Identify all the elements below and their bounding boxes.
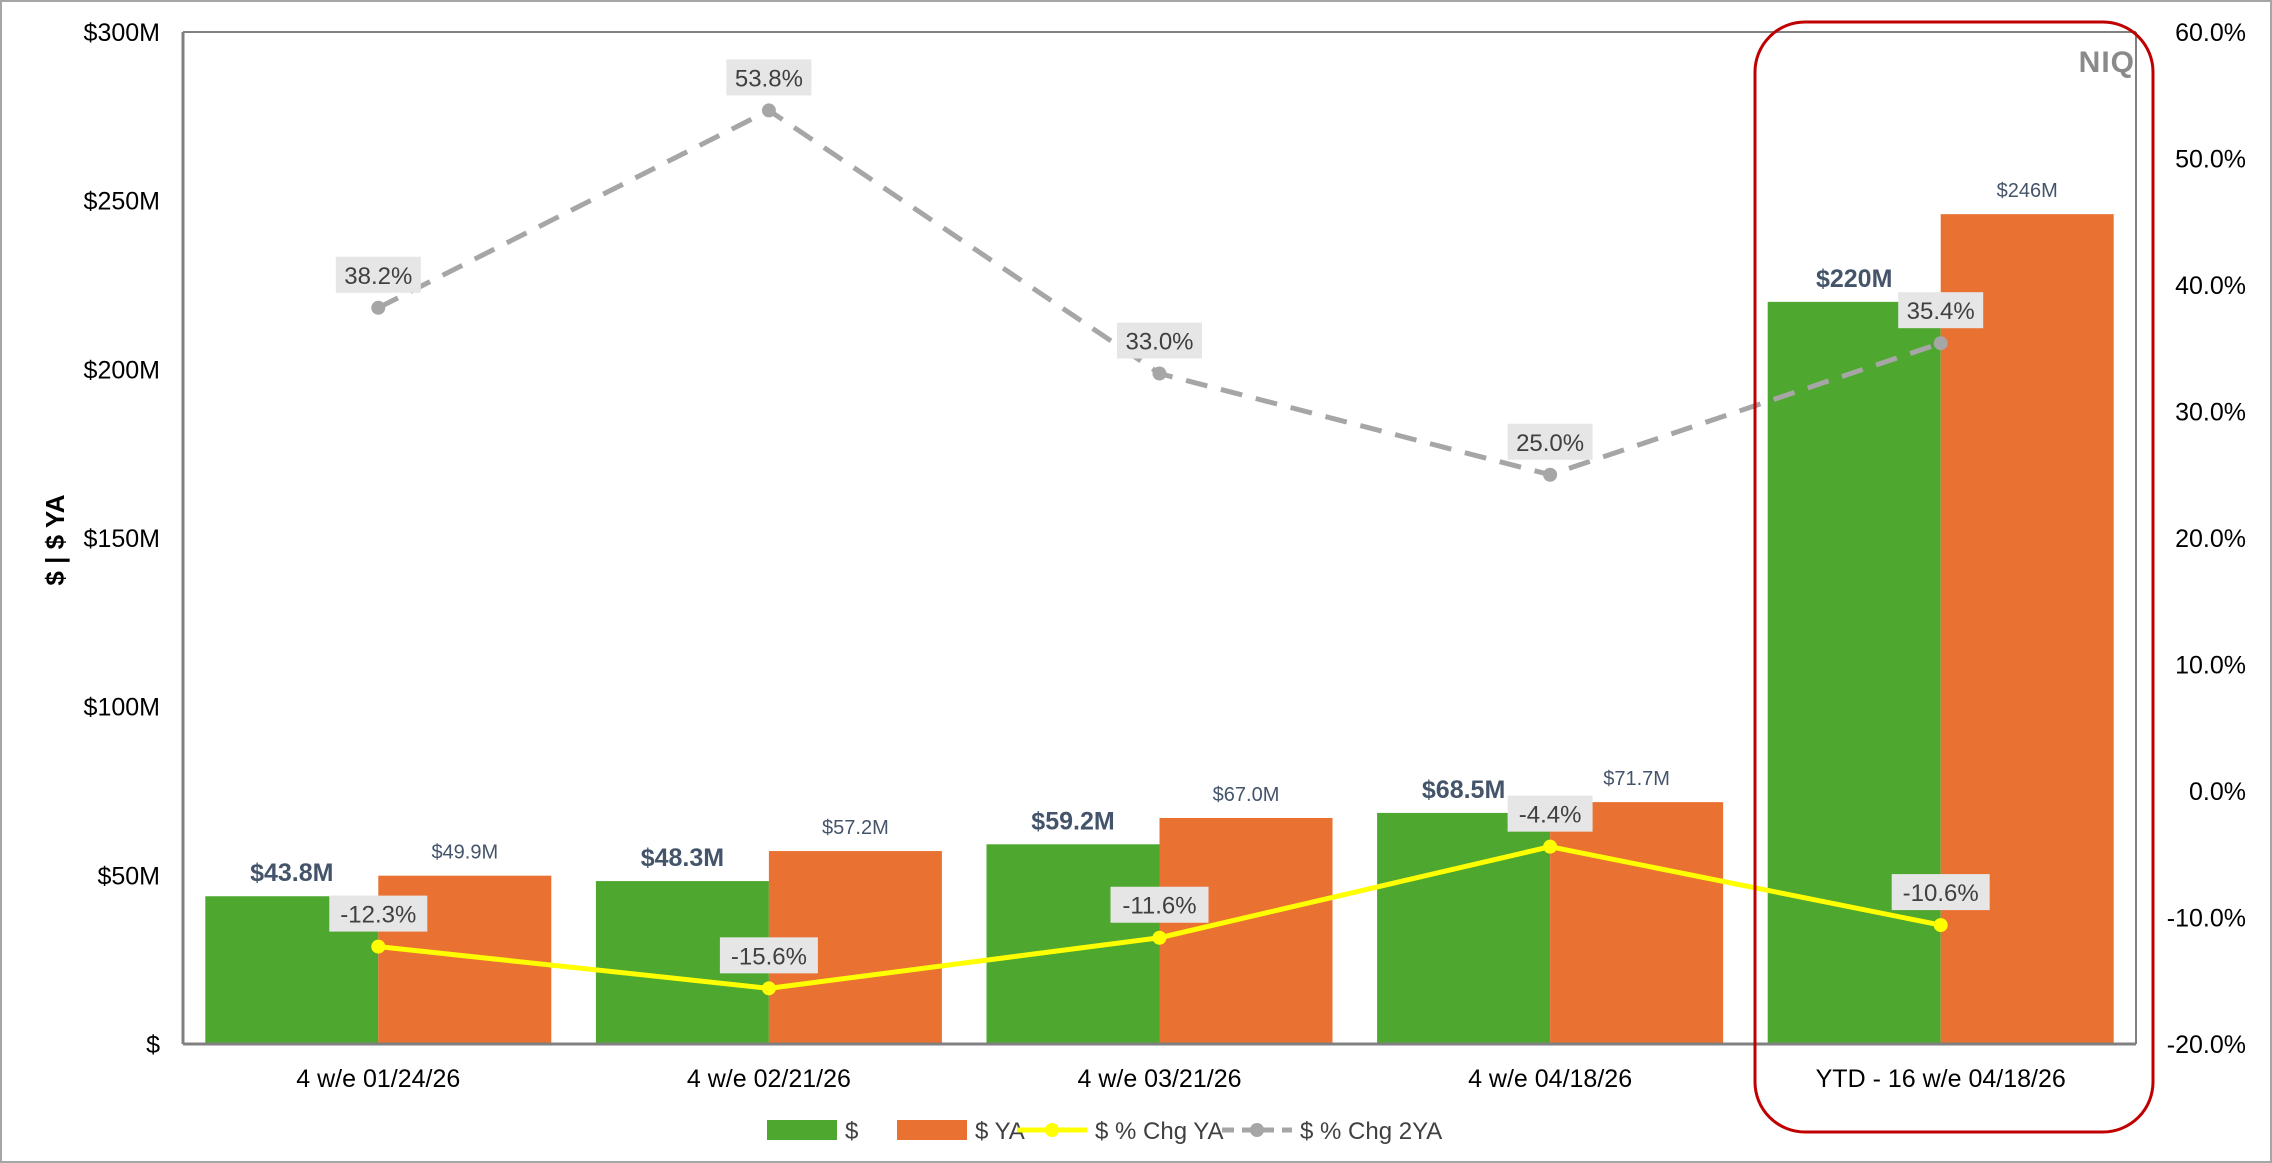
left-axis-ticks: $ $50M $100M $150M $200M $250M $300M <box>84 19 161 1059</box>
legend-swatch <box>767 1120 837 1140</box>
left-axis-tick-label: $150M <box>84 525 160 553</box>
category-label: 4 w/e 04/18/26 <box>1468 1065 1632 1093</box>
right-axis-tick-label: 20.0% <box>2175 525 2246 553</box>
niq-logo: NIQ <box>2079 46 2135 79</box>
data-label-background <box>719 937 818 974</box>
data-label-text: -15.6% <box>731 943 807 970</box>
pct-chg-ya-label: -11.6% <box>1110 886 1209 923</box>
data-label-text: 35.4% <box>1907 298 1975 325</box>
right-axis-tick-label: -20.0% <box>2167 1031 2246 1059</box>
bar-dollars-value-label: $43.8M <box>250 859 333 887</box>
pct-chg-ya-label: -4.4% <box>1507 795 1593 832</box>
legend-label: $ <box>845 1118 858 1145</box>
data-label-text: -11.6% <box>1122 893 1196 920</box>
point-pct-chg-ya <box>1152 930 1167 945</box>
ytd-highlight-box <box>1753 20 2155 1134</box>
bar-dollars-ya-value-label: $57.2M <box>822 817 889 839</box>
data-label-background <box>1507 423 1593 460</box>
category-label: 4 w/e 01/24/26 <box>296 1065 460 1093</box>
right-axis-tick-label: 40.0% <box>2175 272 2246 300</box>
data-label-text: -12.3% <box>340 902 416 929</box>
right-axis-tick-label: 60.0% <box>2175 19 2246 47</box>
data-label-background <box>335 256 421 293</box>
pct-chg-2ya-label: 38.2% <box>335 256 421 293</box>
right-axis-tick-label: 0.0% <box>2189 778 2246 806</box>
bar-dollars-ya-value-label: $49.9M <box>431 842 498 864</box>
legend-label: $ YA <box>975 1118 1025 1145</box>
legend: $ $ YA $ % Chg YA $ % Chg 2YA <box>767 1118 1442 1145</box>
data-label-text: 25.0% <box>1516 430 1584 457</box>
y-axis-label: $ | $ YA <box>40 494 70 585</box>
data-label-text: 33.0% <box>1125 329 1193 356</box>
pct-chg-2ya-label: 53.8% <box>726 59 812 96</box>
point-pct-chg-2ya <box>1543 467 1558 482</box>
left-axis-tick-label: $200M <box>84 356 160 384</box>
right-axis-tick-label: 10.0% <box>2175 652 2246 680</box>
data-label-text: -4.4% <box>1519 802 1582 829</box>
point-pct-chg-ya <box>371 939 386 954</box>
category-labels: 4 w/e 01/24/26 4 w/e 02/21/26 4 w/e 03/21/… <box>296 1065 2065 1093</box>
left-axis-tick-label: $300M <box>84 19 160 47</box>
pct-chg-2ya-label: 35.4% <box>1898 292 1984 329</box>
pct-chg-2ya-label: 25.0% <box>1507 423 1593 460</box>
bar-dollars-ya-value-label: $67.0M <box>1213 784 1280 806</box>
category-label: 4 w/e 02/21/26 <box>687 1065 851 1093</box>
point-pct-chg-ya <box>1543 839 1558 854</box>
bar-value-labels: $43.8M $49.9M $48.3M $57.2M $59.2M $67.0M $68.… <box>250 180 2058 887</box>
bar-dollars-value-label: $68.5M <box>1422 776 1505 804</box>
pct-chg-ya-label: -12.3% <box>329 895 428 932</box>
data-label-text: 38.2% <box>344 263 412 290</box>
data-label-background <box>1110 886 1209 923</box>
bar-dollars-ya-value-label: $246M <box>1997 180 2058 202</box>
bar-dollars-ya <box>1550 802 1724 1044</box>
category-label: 4 w/e 03/21/26 <box>1077 1065 1241 1093</box>
legend-item: $ % Chg YA <box>1017 1118 1224 1145</box>
data-label-background <box>1898 292 1984 329</box>
bar-dollars-value-label: $220M <box>1816 265 1892 293</box>
right-axis-tick-label: 50.0% <box>2175 146 2246 174</box>
data-label-background <box>1507 795 1593 832</box>
point-pct-chg-2ya <box>761 103 776 118</box>
legend-swatch <box>897 1120 967 1140</box>
pct-chg-ya-label: -10.6% <box>1891 874 1990 911</box>
bar-dollars-ya-value-label: $71.7M <box>1603 768 1670 790</box>
bar-dollars-value-label: $48.3M <box>641 844 724 872</box>
point-pct-chg-2ya <box>1933 336 1948 351</box>
legend-marker <box>1045 1123 1059 1137</box>
pct-chg-2ya-label: 33.0% <box>1117 322 1202 359</box>
category-label: YTD - 16 w/e 04/18/26 <box>1816 1065 2066 1093</box>
legend-item: $ YA <box>897 1118 1025 1145</box>
data-label-text: 53.8% <box>735 65 803 92</box>
right-axis-tick-label: 30.0% <box>2175 399 2246 427</box>
point-pct-chg-2ya <box>371 300 386 315</box>
left-axis-tick-label: $250M <box>84 188 160 216</box>
legend-item: $ <box>767 1118 858 1145</box>
legend-marker <box>1250 1123 1264 1137</box>
left-axis-tick-label: $ <box>146 1031 160 1059</box>
right-axis-ticks: -20.0% -10.0% 0.0% 10.0% 20.0% 30.0% 40.0% 50.0… <box>2167 19 2246 1059</box>
data-label-text: -10.6% <box>1903 880 1979 907</box>
percent-lines <box>371 103 1948 996</box>
point-pct-chg-ya <box>1933 918 1948 933</box>
pct-chg-ya-label: -15.6% <box>719 937 818 974</box>
left-axis-tick-label: $100M <box>84 694 160 722</box>
bar-dollars-ya <box>1940 214 2114 1044</box>
bar-dollars-value-label: $59.2M <box>1031 807 1114 835</box>
bar-dollars <box>1377 812 1551 1044</box>
data-label-background <box>329 895 428 932</box>
legend-label: $ % Chg 2YA <box>1300 1118 1442 1145</box>
bar-dollars <box>1767 301 1941 1044</box>
line-value-labels: -12.3% -15.6% -11.6% -4.4% -10.6% 38.2% 53.8% 3… <box>329 59 1990 974</box>
legend-label: $ % Chg YA <box>1095 1118 1224 1145</box>
data-label-background <box>726 59 812 96</box>
right-axis-tick-label: -10.0% <box>2167 905 2246 933</box>
left-axis-tick-label: $50M <box>97 862 160 890</box>
legend-item: $ % Chg 2YA <box>1222 1118 1442 1145</box>
point-pct-chg-2ya <box>1152 366 1167 381</box>
data-label-background <box>1891 874 1990 911</box>
point-pct-chg-ya <box>761 981 776 996</box>
bar-dollars <box>986 844 1160 1044</box>
data-label-background <box>1117 322 1202 359</box>
